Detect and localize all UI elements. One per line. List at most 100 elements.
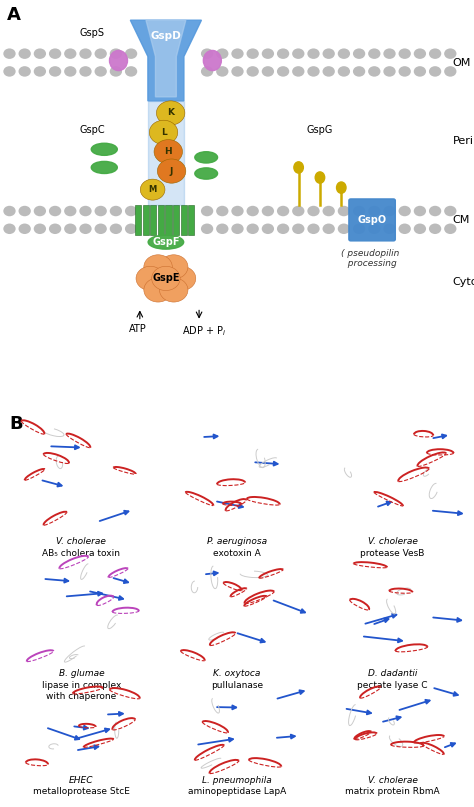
Text: L. pneumophila: L. pneumophila	[202, 776, 272, 784]
Text: V. cholerae: V. cholerae	[368, 776, 418, 784]
Circle shape	[64, 66, 76, 77]
Text: H: H	[164, 147, 172, 157]
Circle shape	[216, 48, 228, 59]
Circle shape	[353, 224, 365, 234]
Text: ( pseudopilin
  processing: ( pseudopilin processing	[340, 249, 399, 269]
Circle shape	[338, 66, 350, 77]
Circle shape	[154, 140, 182, 164]
Circle shape	[444, 206, 456, 216]
Circle shape	[262, 48, 274, 59]
Circle shape	[368, 66, 381, 77]
Text: OM: OM	[453, 57, 471, 68]
Bar	[181, 205, 187, 235]
Bar	[143, 205, 149, 235]
Circle shape	[109, 48, 122, 59]
Circle shape	[292, 224, 304, 234]
Circle shape	[246, 48, 259, 59]
Text: GspE: GspE	[152, 274, 180, 283]
Circle shape	[34, 66, 46, 77]
Text: GspG: GspG	[307, 125, 333, 135]
Ellipse shape	[195, 168, 218, 179]
Ellipse shape	[91, 161, 118, 174]
Circle shape	[414, 224, 426, 234]
Circle shape	[338, 224, 350, 234]
Circle shape	[277, 206, 289, 216]
Polygon shape	[148, 101, 184, 204]
Circle shape	[414, 66, 426, 77]
Circle shape	[201, 48, 213, 59]
Circle shape	[64, 48, 76, 59]
Circle shape	[231, 48, 244, 59]
Text: GspF: GspF	[152, 237, 180, 247]
Circle shape	[64, 206, 76, 216]
Circle shape	[322, 48, 335, 59]
Circle shape	[18, 66, 31, 77]
Circle shape	[414, 206, 426, 216]
Circle shape	[125, 66, 137, 77]
Ellipse shape	[294, 161, 303, 174]
Circle shape	[368, 206, 381, 216]
Circle shape	[34, 48, 46, 59]
Text: aminopeptidase LapA: aminopeptidase LapA	[188, 788, 286, 797]
Text: M: M	[148, 185, 157, 194]
Circle shape	[338, 206, 350, 216]
Circle shape	[414, 48, 426, 59]
Circle shape	[159, 278, 188, 302]
Circle shape	[307, 224, 319, 234]
Circle shape	[152, 266, 180, 291]
Circle shape	[18, 206, 31, 216]
Circle shape	[383, 206, 396, 216]
Ellipse shape	[148, 235, 184, 249]
Circle shape	[79, 48, 91, 59]
Circle shape	[368, 224, 381, 234]
Circle shape	[3, 206, 16, 216]
Text: L: L	[161, 128, 166, 137]
Circle shape	[3, 224, 16, 234]
Circle shape	[34, 224, 46, 234]
Text: pullulanase: pullulanase	[211, 681, 263, 690]
Circle shape	[136, 266, 164, 291]
Circle shape	[144, 255, 173, 279]
Circle shape	[94, 224, 107, 234]
Circle shape	[383, 66, 396, 77]
Bar	[158, 205, 164, 235]
Text: GspD: GspD	[151, 31, 181, 41]
Ellipse shape	[109, 50, 128, 70]
Circle shape	[231, 206, 244, 216]
Text: CM: CM	[453, 215, 470, 225]
Text: AB₅ cholera toxin: AB₅ cholera toxin	[42, 549, 120, 558]
Circle shape	[262, 224, 274, 234]
Circle shape	[201, 66, 213, 77]
Circle shape	[383, 224, 396, 234]
Circle shape	[49, 224, 61, 234]
Text: P. aeruginosa: P. aeruginosa	[207, 537, 267, 546]
Circle shape	[399, 206, 411, 216]
Text: matrix protein RbmA: matrix protein RbmA	[345, 788, 440, 797]
Circle shape	[307, 48, 319, 59]
Circle shape	[246, 66, 259, 77]
Circle shape	[109, 66, 122, 77]
Circle shape	[277, 224, 289, 234]
Polygon shape	[130, 20, 201, 101]
Text: D. dadantii: D. dadantii	[368, 669, 417, 678]
Circle shape	[140, 179, 165, 200]
Circle shape	[94, 206, 107, 216]
Circle shape	[231, 66, 244, 77]
Circle shape	[144, 278, 173, 302]
Circle shape	[399, 48, 411, 59]
Ellipse shape	[337, 182, 346, 194]
Text: exotoxin A: exotoxin A	[213, 549, 261, 558]
Circle shape	[94, 66, 107, 77]
Text: GspC: GspC	[80, 125, 105, 135]
Circle shape	[246, 224, 259, 234]
Circle shape	[125, 224, 137, 234]
Text: Cytoplasm: Cytoplasm	[453, 278, 474, 287]
Text: Periplasm: Periplasm	[453, 136, 474, 146]
Text: lipase in complex: lipase in complex	[42, 681, 121, 690]
Circle shape	[444, 66, 456, 77]
Circle shape	[125, 206, 137, 216]
Circle shape	[262, 66, 274, 77]
Ellipse shape	[195, 152, 218, 163]
Text: metalloprotease StcE: metalloprotease StcE	[33, 788, 130, 797]
Circle shape	[64, 224, 76, 234]
